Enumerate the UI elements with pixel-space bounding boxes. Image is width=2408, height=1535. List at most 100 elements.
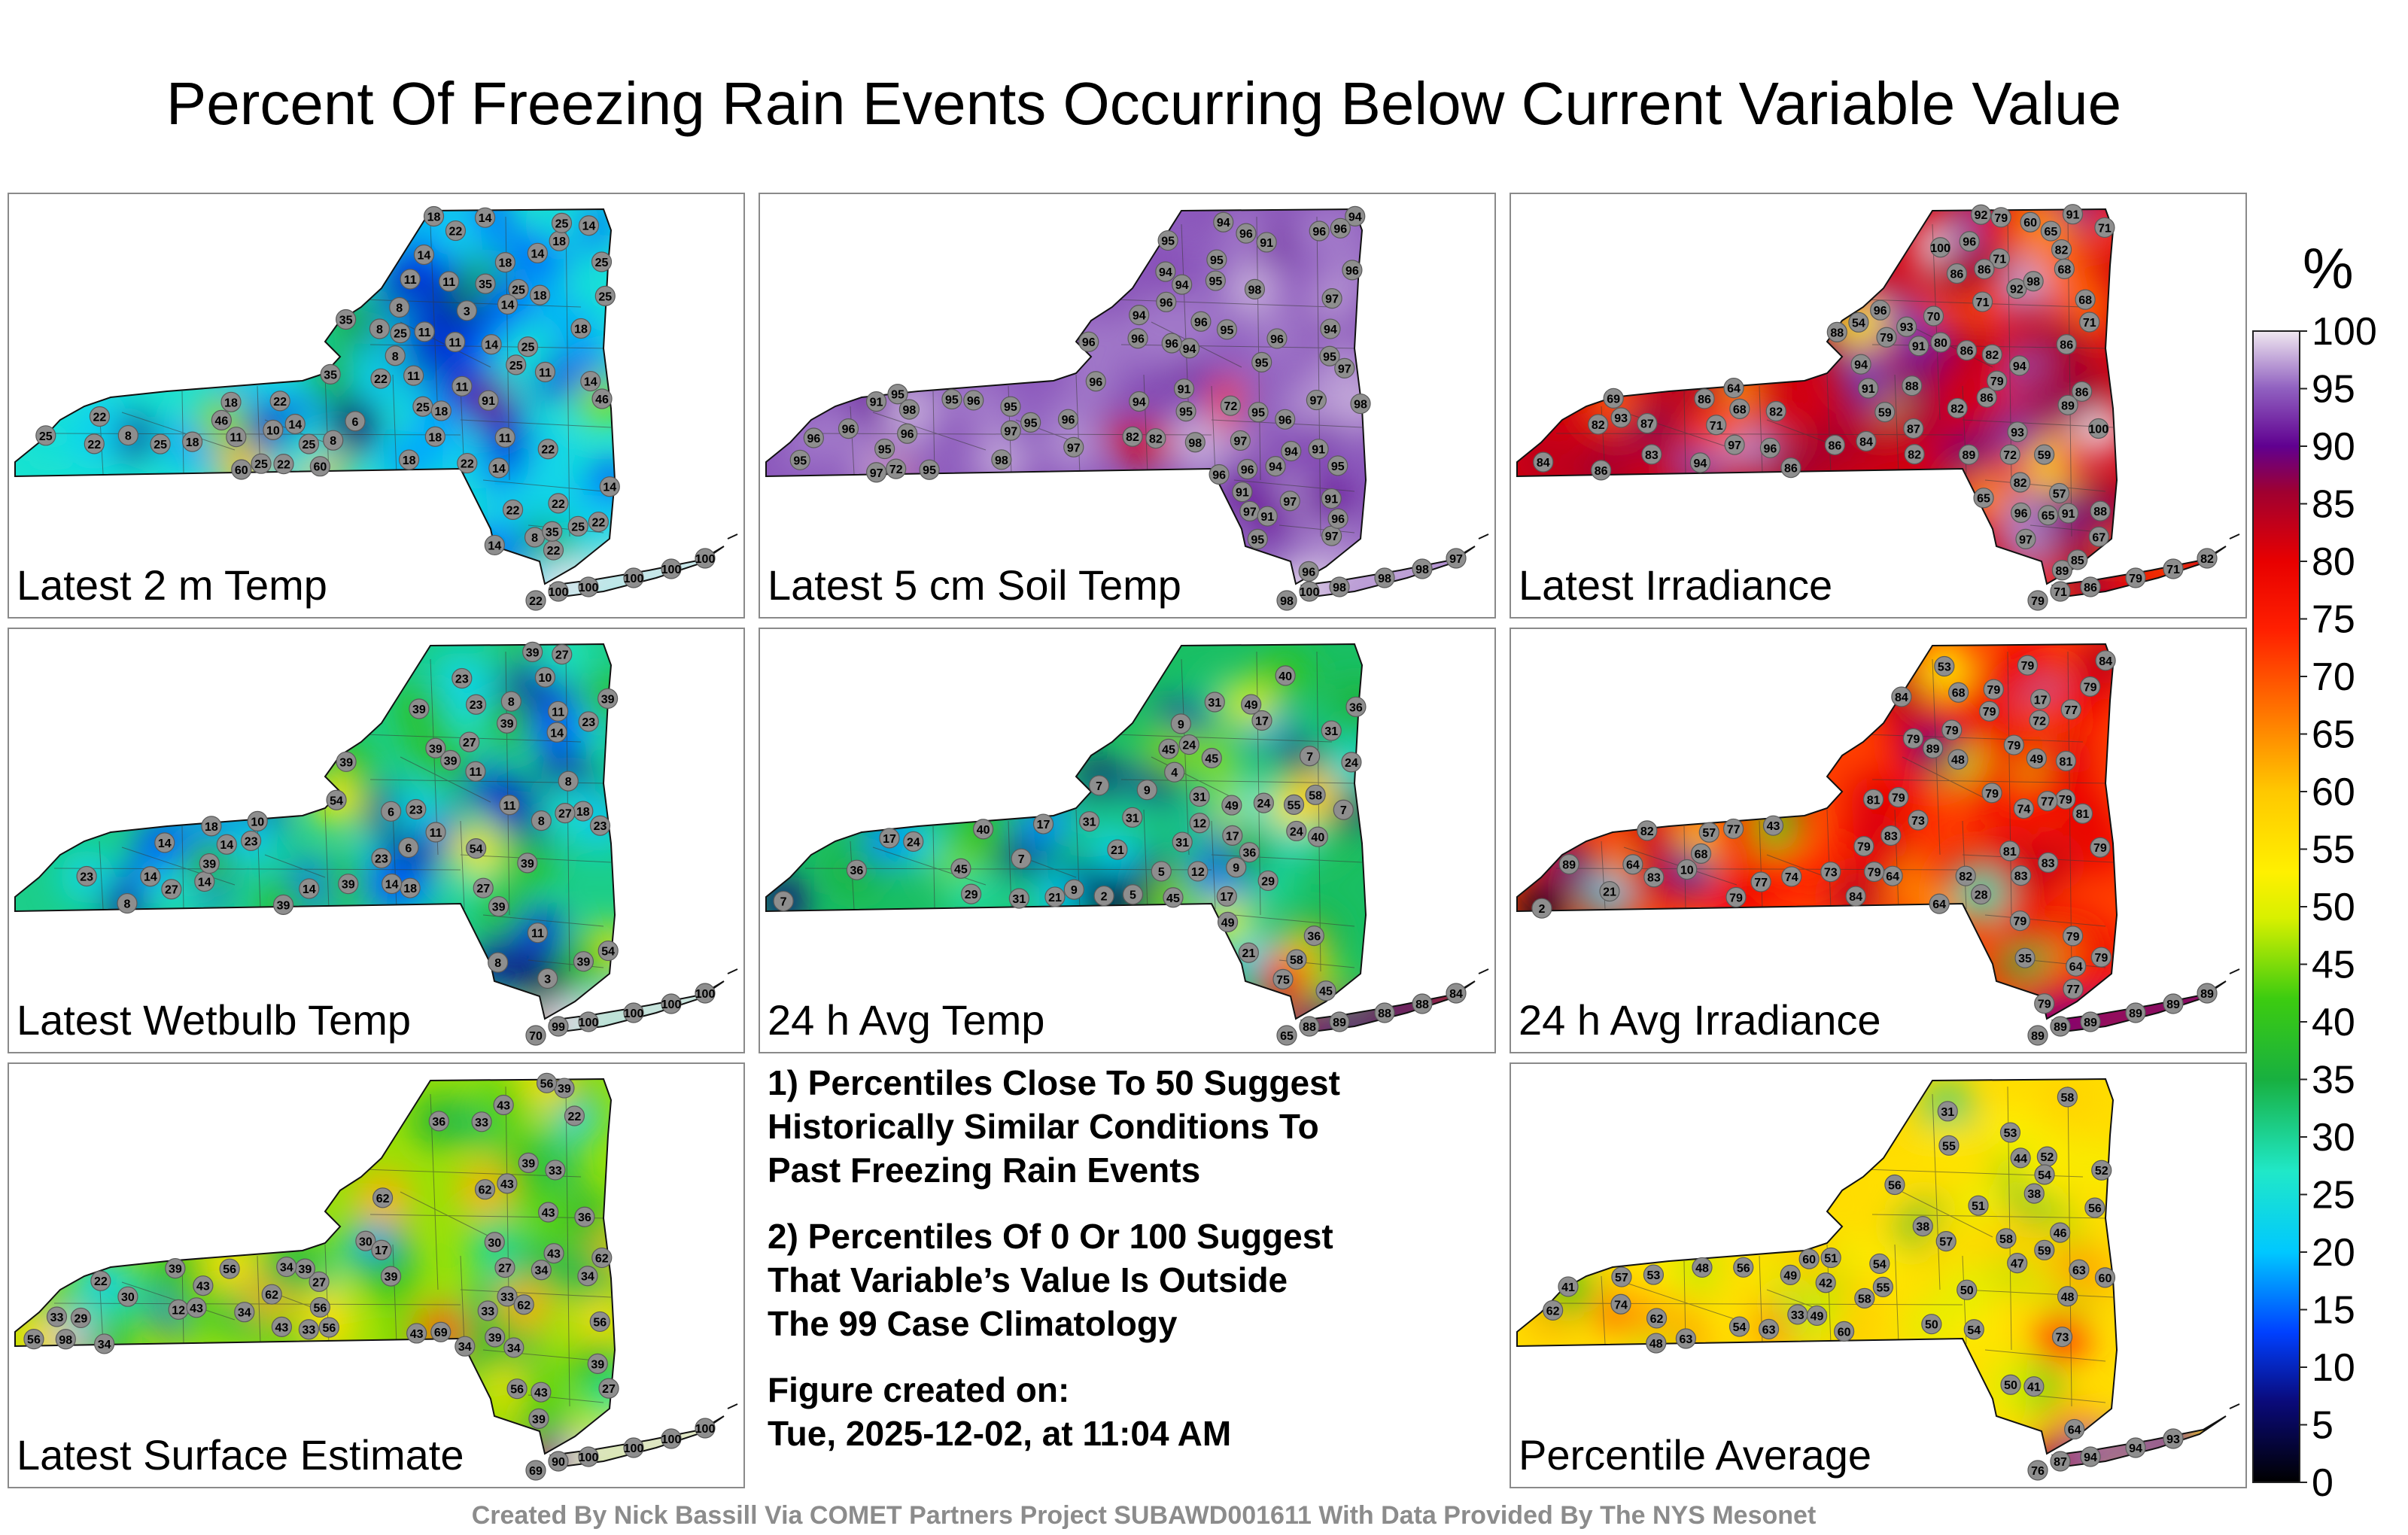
station-marker: 18 (220, 391, 242, 412)
station-value: 55 (1942, 1140, 1956, 1153)
station-marker: 100 (623, 1437, 644, 1458)
station-marker: 54 (466, 838, 487, 859)
station-value: 22 (506, 504, 520, 517)
station-marker: 74 (1781, 866, 1802, 887)
credit-line: Created By Nick Bassill Via COMET Partne… (471, 1501, 1817, 1530)
station-marker: 42 (1815, 1272, 1836, 1293)
station-value: 96 (1239, 228, 1253, 241)
station-value: 94 (2129, 1442, 2142, 1455)
station-marker: 54 (597, 940, 619, 962)
station-marker: 34 (94, 1333, 115, 1354)
station-marker: 43 (493, 1094, 514, 1116)
station-marker: 24 (1341, 752, 1362, 773)
station-marker: 77 (1750, 871, 1771, 892)
station-marker: 14 (578, 215, 600, 236)
station-value: 97 (1728, 439, 1741, 452)
station-marker: 92 (2006, 278, 2027, 299)
station-value: 24 (907, 836, 920, 849)
station-marker: 96 (1309, 220, 1330, 242)
station-value: 96 (1312, 226, 1326, 239)
station-value: 77 (2064, 704, 2078, 717)
station-value: 22 (93, 412, 107, 424)
station-marker: 38 (1912, 1215, 1933, 1237)
station-marker: 53 (1934, 655, 1955, 677)
station-value: 91 (1260, 237, 1273, 250)
station-marker: 79 (1983, 679, 2004, 700)
station-value: 8 (531, 532, 538, 545)
station-value: 89 (1963, 449, 1976, 462)
station-value: 58 (1858, 1293, 1871, 1306)
map-latest-surface-estimate: 3022342739301217344333272227566243333633… (14, 1072, 738, 1481)
station-value: 41 (2027, 1382, 2041, 1394)
station-marker: 82 (2051, 239, 2072, 260)
station-value: 81 (1867, 794, 1880, 807)
station-marker: 18 (494, 252, 515, 273)
station-value: 39 (385, 1271, 398, 1284)
station-marker: 91 (1858, 378, 1879, 399)
station-marker: 12 (1189, 813, 1210, 834)
station-marker: 97 (1321, 288, 1342, 309)
station-value: 97 (1309, 395, 1323, 408)
station-marker: 86 (1956, 340, 1978, 361)
station-marker: 47 (2007, 1253, 2028, 1274)
panel-label: Latest 5 cm Soil Temp (768, 561, 1181, 609)
station-value: 96 (807, 433, 820, 445)
station-value: 82 (1985, 349, 1999, 362)
station-value: 35 (339, 314, 353, 327)
panel-24h-avg-temp: 9 9 4 17 29 9 5 2 7 31 12 7 17 5 7 24 40 9 7 7 24 36 12 21 45 40 3… (759, 628, 1496, 1053)
panel-24h-avg-irradiance: 49 77 83 79 43 79 79 81 68 35 83 64 2 21 10 81 79 64 48 17 7… (1510, 628, 2247, 1053)
station-marker: 45 (1315, 980, 1336, 1002)
station-marker: 100 (623, 1002, 644, 1023)
station-marker: 84 (1845, 886, 1866, 907)
station-marker: 7 (773, 890, 794, 912)
station-value: 2 (1101, 891, 1108, 904)
station-marker: 96 (1078, 331, 1099, 352)
station-value: 51 (1972, 1200, 1985, 1213)
station-marker: 96 (1266, 328, 1288, 349)
station-value: 14 (220, 839, 233, 852)
panel-label: 24 h Avg Temp (768, 996, 1045, 1044)
panel-label: Latest Wetbulb Temp (17, 996, 412, 1044)
station-value: 18 (428, 431, 442, 444)
station-marker: 59 (1874, 401, 1896, 423)
station-marker: 24 (903, 831, 924, 852)
station-value: 31 (1193, 792, 1206, 804)
station-marker: 24 (1178, 734, 1199, 755)
station-marker: 82 (1765, 400, 1786, 422)
station-marker: 43 (186, 1297, 207, 1318)
station-marker: 39 (199, 853, 220, 874)
station-marker: 18 (398, 449, 420, 470)
station-marker: 22 (89, 406, 111, 427)
station-value: 39 (558, 1083, 571, 1096)
station-marker: 29 (70, 1307, 92, 1329)
station-marker: 39 (554, 1078, 575, 1099)
station-value: 14 (492, 463, 506, 476)
station-marker: 62 (261, 1284, 282, 1305)
station-marker: 31 (1008, 888, 1029, 909)
station-marker: 39 (488, 895, 509, 917)
station-value: 79 (1857, 841, 1871, 854)
station-value: 39 (577, 956, 591, 969)
station-marker: 23 (406, 798, 427, 820)
station-marker: 94 (1213, 211, 1234, 233)
station-marker: 86 (1591, 460, 1612, 481)
station-value: 79 (2031, 595, 2045, 608)
station-value: 93 (2166, 1433, 2180, 1446)
station-marker: 96 (1870, 299, 1891, 321)
station-marker: 49 (1221, 795, 1242, 816)
station-value: 11 (499, 432, 512, 445)
station-marker: 39 (522, 641, 543, 662)
station-marker: 44 (2010, 1147, 2031, 1169)
station-marker: 91 (2062, 204, 2084, 225)
station-value: 79 (1994, 212, 2008, 225)
station-marker: 96 (1237, 458, 1258, 480)
station-marker: 62 (1646, 1308, 1668, 1329)
station-value: 14 (158, 837, 172, 850)
station-marker: 79 (2055, 789, 2076, 810)
station-value: 38 (2027, 1188, 2041, 1201)
station-marker: 97 (1063, 436, 1084, 457)
station-marker: 98 (898, 399, 920, 420)
station-marker: 10 (534, 667, 556, 688)
station-marker: 86 (1946, 263, 1968, 284)
station-value: 18 (403, 454, 416, 467)
